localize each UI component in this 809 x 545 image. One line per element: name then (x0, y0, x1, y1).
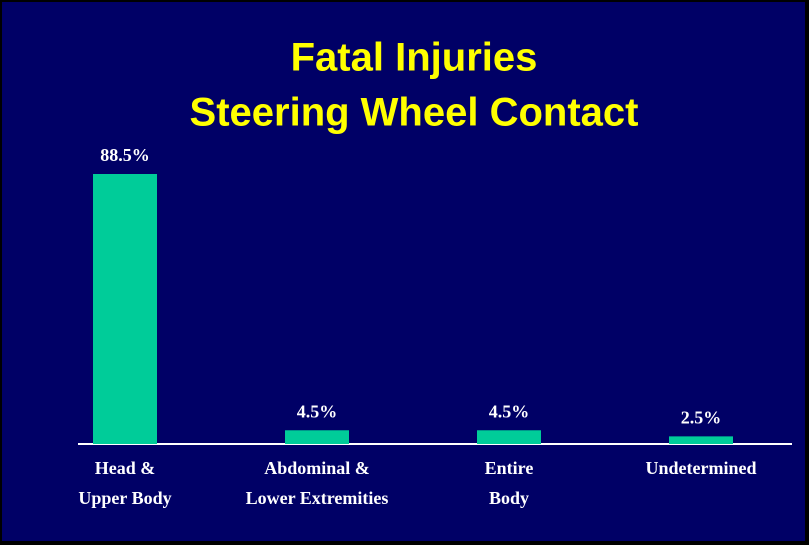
value-label: 2.5% (681, 407, 722, 427)
x-tick-label: Undetermined (646, 458, 757, 478)
x-tick-label: Entire (485, 458, 534, 478)
value-label: 4.5% (297, 401, 338, 421)
value-label: 88.5% (100, 145, 150, 165)
x-tick-label: Head & (95, 458, 156, 478)
chart-title: Steering Wheel Contact (190, 91, 639, 135)
bar (477, 430, 541, 444)
bar (669, 436, 733, 444)
x-tick-label: Upper Body (78, 488, 171, 508)
bar (285, 430, 349, 444)
value-label: 4.5% (489, 401, 530, 421)
bar (93, 174, 157, 444)
x-tick-label: Lower Extremities (246, 488, 389, 508)
x-tick-label: Body (489, 488, 529, 508)
x-tick-label: Abdominal & (264, 458, 370, 478)
chart-title: Fatal Injuries (291, 36, 538, 80)
